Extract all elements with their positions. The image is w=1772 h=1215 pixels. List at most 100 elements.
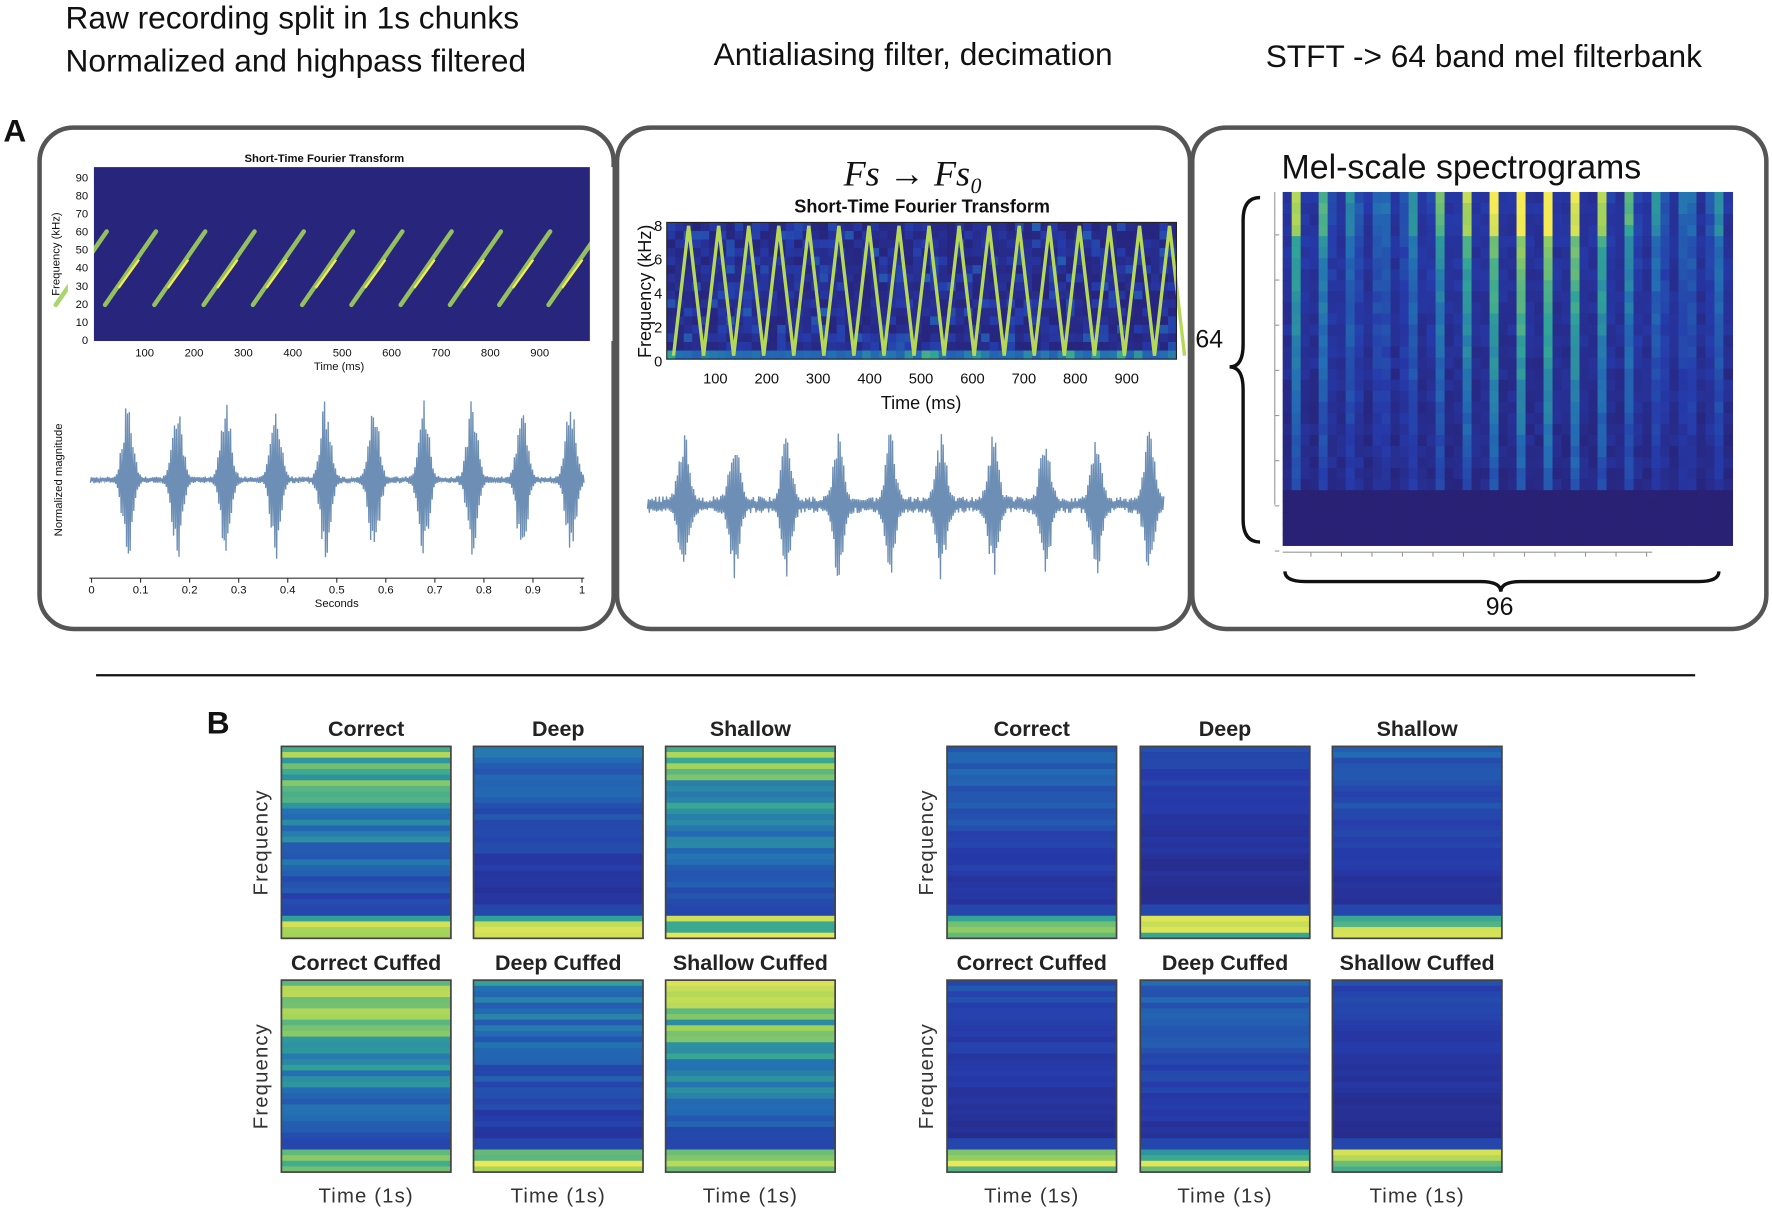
mel-cell [1597,390,1608,403]
mel-cell [1660,258,1671,270]
mel-cell [1426,368,1437,381]
spectrogram-row [1140,991,1310,998]
mel-cell [1525,434,1536,447]
mel-cell [1543,468,1554,480]
mel-cell [1372,357,1383,370]
mel-cell [1633,368,1644,381]
mel-cell [1615,523,1626,535]
mel-cell [1453,203,1464,215]
axis-label: Frequency (kHz) [635,225,655,358]
mel-cell [1525,379,1536,392]
mel-cell [1417,258,1428,270]
mel-cell [1408,390,1419,403]
mel-cell [1300,534,1311,546]
spectrogram-row [947,853,1117,860]
mel-cell [1552,346,1563,359]
mel-cell [1570,434,1581,447]
spectrogram-row [947,848,1117,855]
spectrogram-row [473,1019,644,1026]
spectrogram-cell [683,342,693,352]
spectrogram-cell [1108,333,1118,343]
spectrogram-cell [828,299,838,309]
mel-cell [1705,490,1716,502]
mel-cell [1534,445,1545,458]
mel-cell [1498,523,1509,535]
spectrogram-row [1332,985,1502,992]
spectrogram-row [281,1109,451,1117]
spectrogram-cell [726,299,736,309]
spectrogram-cell [692,342,702,352]
chirp [497,229,553,308]
mel-cell [1705,379,1716,392]
mel-cell [1390,512,1401,524]
spectrogram-row [1332,921,1502,928]
spectrogram-row [473,757,644,764]
mel-cell [1372,247,1383,259]
mel-cell [1291,291,1302,303]
mel-cell [1624,445,1635,458]
mel-cell [1417,468,1428,480]
mel-cell [1660,445,1671,458]
mel-cell [1489,291,1500,303]
spectrogram-cell [870,316,880,326]
mel-cell [1300,523,1311,535]
spectrogram-cell [1040,316,1050,326]
spectrogram-cell [1032,299,1042,309]
mel-cell [1309,346,1320,359]
mel-cell [1309,445,1320,458]
spectrogram-cell [930,230,940,241]
spectrogram-row [665,1064,836,1072]
spectrogram-cell [760,307,770,317]
mel-cell [1606,357,1617,370]
spectrogram-cell [836,350,846,360]
mel-cell [1282,523,1293,535]
spectrogram-cell [777,282,787,292]
spectrogram-cell [955,324,965,335]
spectrogram-row [665,763,836,770]
mel-cell [1669,445,1680,458]
mel-cell [1309,534,1320,546]
mel-cell [1570,534,1581,546]
mel-cell [1687,512,1698,524]
mel-cell [1498,302,1509,315]
spectrogram-row [1332,1047,1502,1055]
spectrogram-cell [964,273,974,283]
mel-cell [1318,401,1329,414]
mel-cell [1660,523,1671,535]
mel-cell [1354,479,1365,491]
spectrogram-cell [1167,265,1178,275]
mel-cell [1471,335,1482,348]
mel-cell [1561,490,1572,502]
spectrogram-cell [1159,299,1169,309]
spectrogram-cell [726,230,736,241]
spectrogram-row [1332,1155,1502,1162]
mel-cell [1516,457,1527,469]
y-tick-label: 30 [76,281,89,293]
x-tick-label: 1 [579,585,585,597]
spectrogram-cell [1040,342,1050,352]
mel-cell [1453,302,1464,315]
mel-cell [1336,457,1347,469]
mel-cell [1561,214,1572,226]
spectrogram-cell [845,342,855,352]
mel-cell [1579,191,1590,204]
spectrogram-cell [947,350,957,360]
spectrogram-cell [1040,230,1050,241]
mel-cell [1615,247,1626,259]
spectrogram-cell [1006,316,1016,326]
mel-cell [1354,379,1365,392]
spectrogram-cell [811,256,821,266]
mel-cell [1714,313,1725,326]
mel-cell [1714,534,1725,546]
spectrogram-row [1332,780,1502,787]
spectrogram-cell [964,222,974,232]
spectrogram-row [947,985,1117,992]
mel-cell [1678,390,1689,403]
x-tick-label: 900 [1114,371,1138,387]
mel-cell [1705,258,1716,270]
spectrogram-row [947,904,1117,911]
spectrogram-cell [1066,222,1076,232]
mel-cell [1318,457,1329,469]
mel-cell [1498,280,1509,292]
spectrogram-row [281,1008,451,1015]
